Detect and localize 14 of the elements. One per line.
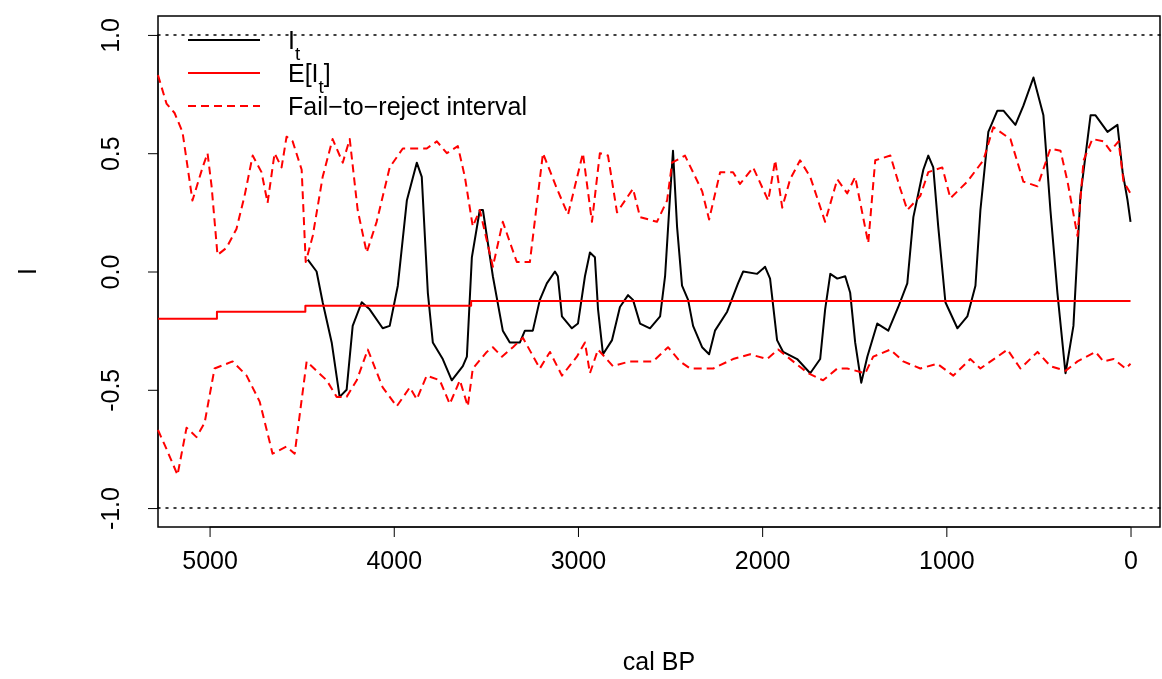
x-tick-label: 2000 xyxy=(734,545,791,574)
y-tick-label: 0.0 xyxy=(95,254,124,290)
y-tick-label: -0.5 xyxy=(95,368,124,412)
y-axis-title: I xyxy=(13,268,41,275)
x-tick-label: 3000 xyxy=(550,545,607,574)
x-tick-label: 1000 xyxy=(919,545,975,574)
y-tick-label: 1.0 xyxy=(95,18,124,53)
x-tick-label: 4000 xyxy=(366,545,423,574)
x-tick-label: 0 xyxy=(1124,545,1138,574)
line-series xyxy=(157,336,1132,476)
x-axis-title: cal BP xyxy=(622,647,696,675)
y-tick-label: 0.5 xyxy=(95,136,124,172)
y-tick-label: -1.0 xyxy=(95,487,124,531)
x-tick-label: 5000 xyxy=(182,545,238,574)
